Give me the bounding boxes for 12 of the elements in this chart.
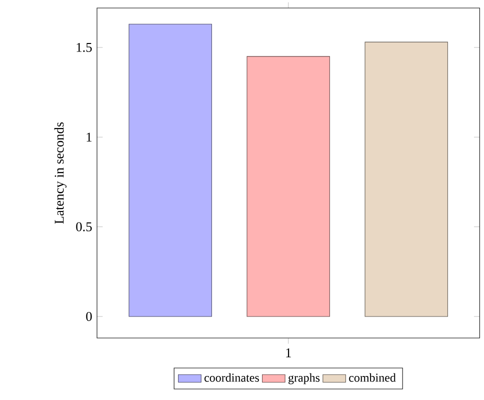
y-axis-title: Latency in seconds [54,122,66,224]
legend-label: combined [349,373,396,382]
y-tick-label: 1 [86,132,92,142]
bar [246,56,330,317]
legend-label: graphs [288,373,320,384]
legend-label: coordinates [204,373,259,382]
y-tick-label: 0 [86,312,92,321]
bar [364,42,448,317]
bar [128,24,212,317]
text: 1 [286,348,291,358]
y-tick-label: 0.5 [76,222,92,232]
y-tick-label: 1.5 [76,42,92,52]
